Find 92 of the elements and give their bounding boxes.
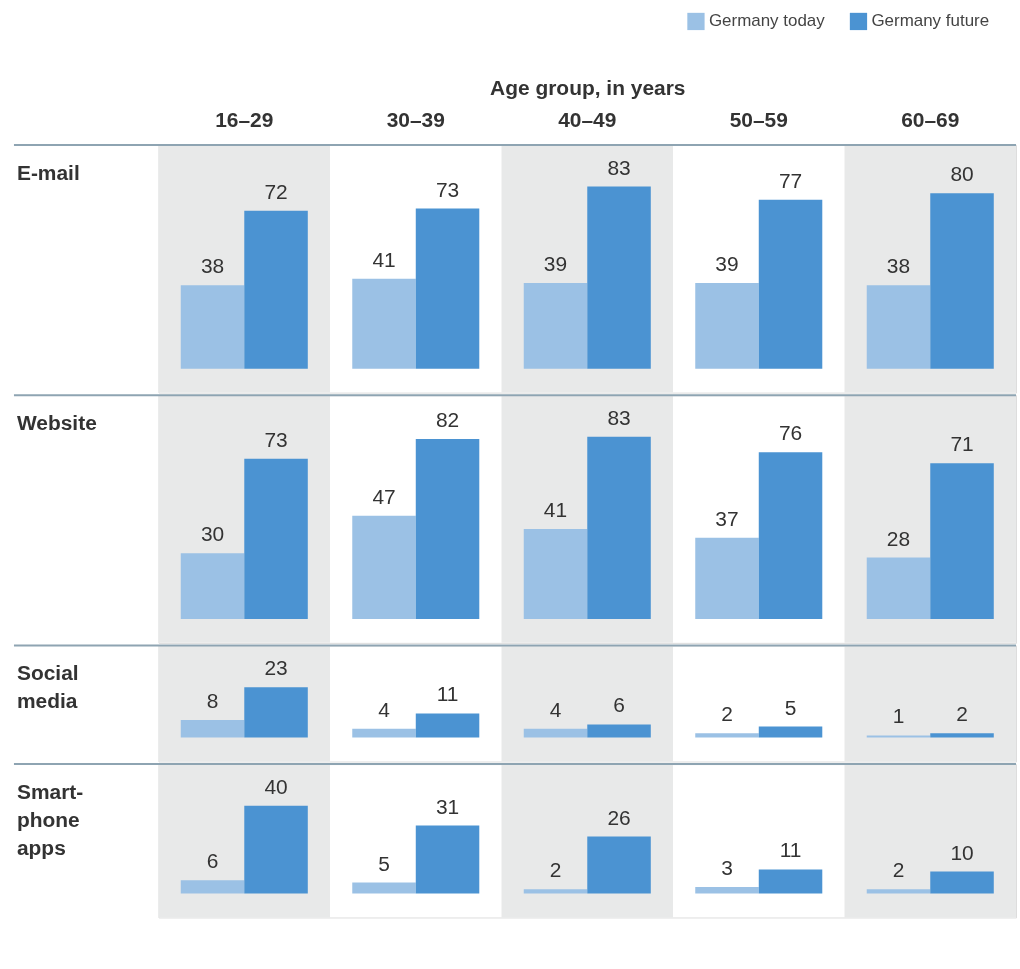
bar [415, 713, 480, 738]
x-tick-label: 30–39 [386, 108, 445, 132]
data-label: 38 [886, 254, 911, 278]
data-label: 38 [200, 254, 225, 278]
bar [866, 557, 931, 619]
data-label: 8 [206, 689, 219, 713]
bar [695, 537, 759, 619]
data-label: 73 [435, 177, 460, 201]
bar [758, 452, 823, 619]
bar [415, 439, 480, 619]
bar [523, 283, 588, 369]
x-tick-label: 40–49 [558, 108, 617, 132]
chart-title: Website [16, 411, 97, 435]
data-label: 71 [950, 432, 974, 456]
x-axis-title: Age group, in years [490, 75, 686, 99]
x-tick-label: 60–69 [901, 108, 960, 132]
bar [244, 805, 308, 894]
data-label: 1 [892, 704, 905, 728]
data-label: 39 [543, 252, 568, 276]
data-label: 23 [264, 656, 288, 680]
bar [244, 458, 308, 619]
data-label: 77 [778, 168, 803, 192]
data-label: 10 [950, 840, 974, 864]
legend-label: Germany today [708, 11, 826, 31]
bar [866, 735, 931, 738]
bar [244, 687, 308, 738]
bar [352, 278, 416, 369]
bar [180, 285, 245, 369]
data-label: 83 [607, 155, 631, 179]
data-label: 83 [607, 405, 631, 429]
data-label: 41 [372, 247, 396, 271]
bar [695, 886, 759, 894]
bar [415, 825, 480, 894]
data-label: 5 [784, 695, 797, 719]
x-tick-label: 16–29 [215, 108, 274, 132]
bar [415, 208, 480, 369]
data-label: 26 [607, 805, 631, 829]
data-label: 41 [543, 498, 568, 522]
bar [758, 869, 823, 894]
bar [352, 882, 416, 894]
bar [758, 726, 823, 738]
chart-title: Social media [16, 661, 79, 713]
data-label: 72 [264, 179, 288, 203]
bar [930, 193, 994, 369]
bar [587, 724, 651, 738]
data-label: 2 [892, 858, 905, 882]
bar [695, 283, 759, 369]
data-label: 11 [779, 838, 802, 862]
chart-title: E-mail [16, 160, 80, 184]
data-label: 2 [549, 858, 562, 882]
x-tick-label: 50–59 [729, 108, 788, 132]
bar [930, 463, 994, 619]
bar [758, 199, 823, 369]
data-label: 76 [778, 421, 803, 445]
data-label: 39 [715, 252, 739, 276]
bar [180, 720, 245, 738]
data-label: 6 [206, 849, 219, 873]
bar [244, 210, 308, 369]
bar [352, 728, 416, 738]
bar [866, 889, 931, 894]
bar [695, 733, 759, 738]
data-label: 3 [721, 855, 733, 879]
bar [587, 836, 651, 894]
data-label: 37 [715, 506, 739, 530]
bar [930, 871, 994, 894]
bar [866, 285, 931, 369]
data-label: 5 [378, 851, 390, 875]
bar [930, 733, 994, 738]
data-label: 4 [549, 697, 562, 721]
bar [523, 889, 588, 894]
data-label: 73 [264, 427, 288, 451]
bar [523, 529, 588, 619]
bar [523, 728, 588, 738]
data-label: 11 [436, 682, 459, 706]
bar [587, 186, 651, 369]
data-label: 31 [435, 794, 460, 818]
data-label: 28 [886, 526, 911, 550]
data-label: 40 [264, 774, 288, 798]
bar [180, 880, 245, 894]
data-label: 80 [950, 162, 974, 186]
data-label: 2 [721, 702, 733, 726]
bar [352, 515, 416, 619]
data-label: 47 [372, 484, 396, 508]
data-label: 30 [200, 522, 225, 546]
chart-title: Smart- phone apps [16, 780, 84, 859]
bar [587, 436, 651, 619]
bar [180, 553, 245, 619]
data-label: 2 [956, 702, 968, 726]
legend-label: Germany future [871, 11, 990, 31]
data-label: 4 [378, 697, 391, 721]
data-label: 6 [613, 693, 625, 717]
data-label: 82 [435, 408, 460, 432]
